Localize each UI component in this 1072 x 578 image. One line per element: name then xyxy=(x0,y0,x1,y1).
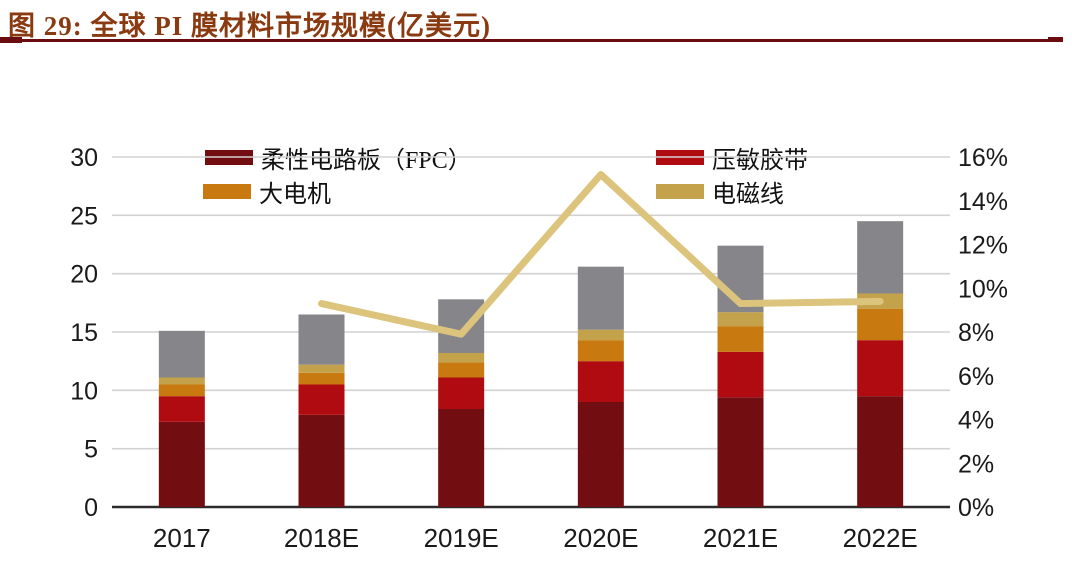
legend-item-large-motor: 大电机 xyxy=(203,174,331,209)
growth-rate-line xyxy=(318,171,884,338)
figure-title: 图 29: 全球 PI 膜材料市场规模(亿美元) xyxy=(8,11,491,41)
bar-segment-series2 xyxy=(857,308,904,341)
y-axis-left-tick: 25 xyxy=(70,202,98,230)
bar-segment-series3 xyxy=(298,364,345,373)
bar-segment-series2 xyxy=(717,326,764,352)
bar-segment-series4 xyxy=(438,299,485,353)
bar-segment-series1 xyxy=(857,340,904,397)
legend-label-pressure-tape: 压敏胶带 xyxy=(712,148,808,174)
bar-segment-series2 xyxy=(577,340,624,362)
y-axis-right-tick: 6% xyxy=(958,363,994,391)
title-underline xyxy=(0,39,1063,42)
bar-segment-series3 xyxy=(158,377,205,385)
y-axis-left-tick: 30 xyxy=(70,144,98,172)
bar-segment-series2 xyxy=(438,362,485,378)
y-axis-right-tick: 10% xyxy=(958,275,1008,303)
bar-segment-series0 xyxy=(298,414,345,507)
bar-segment-series3 xyxy=(577,329,624,341)
stacked-bar-line-chart: 30 25 20 15 10 5 0 16% 14% 12% 10% 8% 6% 4% 2% 0% 2017 20… xyxy=(70,144,1008,553)
legend-label-magnet-wire: 电磁线 xyxy=(712,182,784,208)
bar-segment-series1 xyxy=(438,377,485,409)
bar-segment-series0 xyxy=(438,409,485,507)
legend-label-fpc: 柔性电路板（FPC） xyxy=(261,148,472,174)
y-axis-right-tick: 2% xyxy=(958,450,994,478)
bar-segment-series4 xyxy=(158,330,205,378)
bar-segment-series0 xyxy=(158,421,205,507)
legend-swatch-large-motor xyxy=(203,184,251,199)
bar-segment-series4 xyxy=(577,266,624,330)
y-axis-right-tick: 16% xyxy=(958,144,1008,172)
y-axis-right-tick: 12% xyxy=(958,232,1008,260)
title-underline-left-cap xyxy=(0,37,22,43)
legend-item-pressure-tape: 压敏胶带 xyxy=(656,140,808,175)
bar-segment-series0 xyxy=(857,396,904,507)
title-underline-right-cap xyxy=(1048,37,1063,42)
y-axis-left-tick: 0 xyxy=(84,494,98,522)
bar-segment-series2 xyxy=(298,372,345,385)
y-axis-left-tick: 15 xyxy=(70,319,98,347)
y-axis-right-tick: 4% xyxy=(958,407,994,435)
chart-area: 30 25 20 15 10 5 0 16% 14% 12% 10% 8% 6% 4% 2% 0% 2017 20… xyxy=(0,138,1072,578)
y-axis-left-tick: 20 xyxy=(70,261,98,289)
legend-label-large-motor: 大电机 xyxy=(259,182,331,208)
bar-segment-series1 xyxy=(717,351,764,398)
x-axis-label: 2018E xyxy=(284,523,359,553)
legend-item-fpc: 柔性电路板（FPC） xyxy=(205,140,472,175)
x-axis-label: 2020E xyxy=(563,523,638,553)
bar-segment-series0 xyxy=(577,402,624,507)
bar-segment-series0 xyxy=(717,397,764,507)
figure-header: 图 29: 全球 PI 膜材料市场规模(亿美元) xyxy=(0,0,1072,46)
x-axis-label: 2021E xyxy=(703,523,778,553)
y-axis-left-tick: 10 xyxy=(70,377,98,405)
y-axis-right-tick: 14% xyxy=(958,188,1008,216)
legend-item-magnet-wire: 电磁线 xyxy=(656,174,784,209)
bar-segment-series4 xyxy=(857,221,904,294)
bar-segment-series1 xyxy=(577,361,624,402)
bar-segment-series3 xyxy=(438,353,485,363)
bar-segment-series4 xyxy=(298,314,345,365)
x-axis-label: 2019E xyxy=(424,523,499,553)
chart-legend: 柔性电路板（FPC） 压敏胶带 大电机 电磁线 xyxy=(0,68,1072,208)
bar-segment-series1 xyxy=(298,384,345,415)
legend-swatch-magnet-wire xyxy=(656,184,704,199)
y-axis-right-tick: 8% xyxy=(958,319,994,347)
bar-segment-series1 xyxy=(158,396,205,422)
y-axis-right-tick: 0% xyxy=(958,494,994,522)
x-axis-label: 2017 xyxy=(153,523,211,553)
x-axis-label: 2022E xyxy=(843,523,918,553)
y-axis-left-tick: 5 xyxy=(84,436,98,464)
bar-segment-series2 xyxy=(158,384,205,397)
bar-segment-series3 xyxy=(717,312,764,327)
